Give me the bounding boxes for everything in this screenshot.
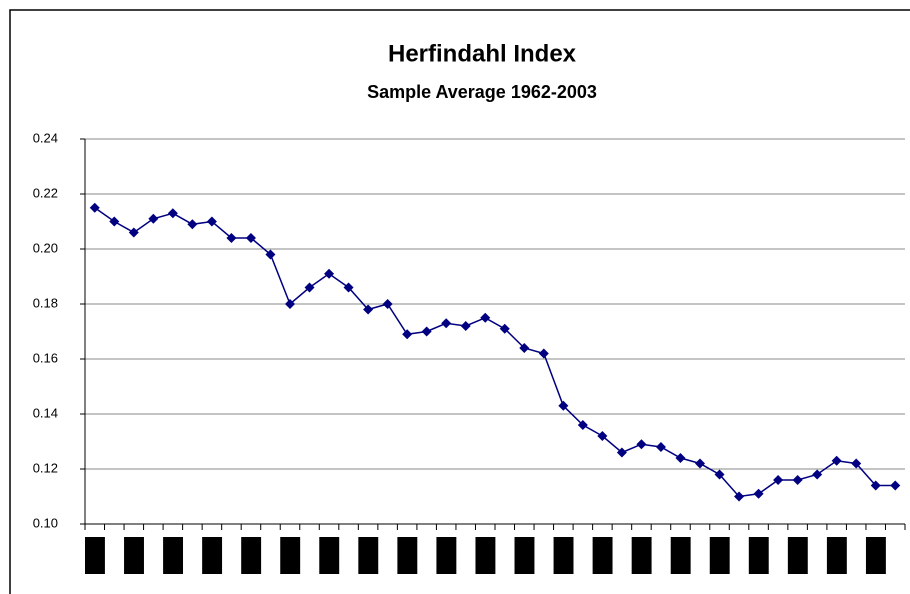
point-marker [285,299,295,309]
point-marker [363,304,374,315]
point-marker [636,439,647,450]
y-tick-label: 0.12 [33,460,58,475]
redaction-block [319,537,340,574]
y-tick-label: 0.20 [33,240,58,255]
point-marker [890,480,901,491]
point-marker [577,420,588,430]
y-tick-label: 0.16 [33,350,58,365]
point-marker [265,249,276,260]
point-marker [616,447,627,458]
y-tick-label: 0.10 [33,515,58,530]
point-marker [499,323,510,334]
point-marker [226,233,237,243]
point-marker [421,326,432,337]
point-marker [655,442,666,452]
point-marker [480,312,491,323]
y-tick-label: 0.24 [33,130,58,145]
point-marker [851,458,862,469]
point-marker [167,208,178,219]
point-marker [734,491,745,502]
point-marker [792,475,803,485]
point-marker [597,431,608,441]
point-marker [441,318,452,329]
redaction-block [826,537,847,574]
point-marker [343,282,354,293]
chart-subtitle: Sample Average 1962-2003 [367,82,597,102]
point-marker [831,455,842,466]
point-marker [519,343,530,353]
point-marker [148,213,159,224]
redaction-block [709,537,730,574]
point-marker [870,480,881,491]
redaction-block [397,537,418,574]
redaction-block [436,537,457,574]
redaction-block [202,537,223,574]
redaction-block [358,537,379,574]
y-tick-label: 0.22 [33,185,58,200]
point-marker [812,469,823,480]
point-marker [675,453,686,463]
redaction-block [280,537,301,574]
redaction-block [475,537,496,574]
point-marker [187,219,198,230]
redaction-block [592,537,613,574]
chart-title: Herfindahl Index [388,40,577,67]
redaction-block [787,537,808,574]
redaction-block [85,537,105,574]
point-marker [402,329,413,340]
point-marker [773,475,784,485]
redaction-block [865,537,886,574]
redaction-block [241,537,262,574]
redaction-block [670,537,691,574]
y-tick-label: 0.14 [33,405,58,420]
point-marker [245,233,256,243]
point-marker [128,227,139,238]
point-marker [324,268,335,279]
redaction-block [553,537,574,574]
point-marker [460,321,471,331]
redaction-block [631,537,652,574]
point-marker [695,458,705,469]
point-marker [304,282,315,293]
y-tick-label: 0.18 [33,295,58,310]
point-marker [714,469,725,480]
redaction-block [163,537,184,574]
series-line [94,207,896,498]
redaction-block [748,537,769,574]
point-marker [382,299,393,309]
point-marker [558,400,569,411]
point-marker [89,202,100,213]
point-marker [753,488,764,499]
redaction-block [514,537,535,574]
point-marker [538,348,549,359]
point-marker [109,216,120,227]
point-marker [206,216,217,227]
redaction-block [124,537,144,574]
